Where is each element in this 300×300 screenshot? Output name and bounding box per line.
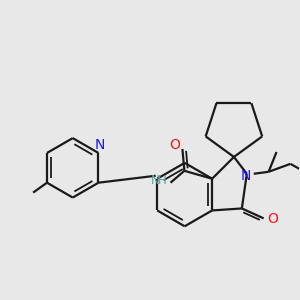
- Text: N: N: [151, 174, 160, 187]
- Text: N: N: [94, 138, 105, 152]
- Text: N: N: [241, 169, 251, 183]
- Text: H: H: [158, 174, 167, 187]
- Text: O: O: [267, 212, 278, 226]
- Text: O: O: [169, 138, 180, 152]
